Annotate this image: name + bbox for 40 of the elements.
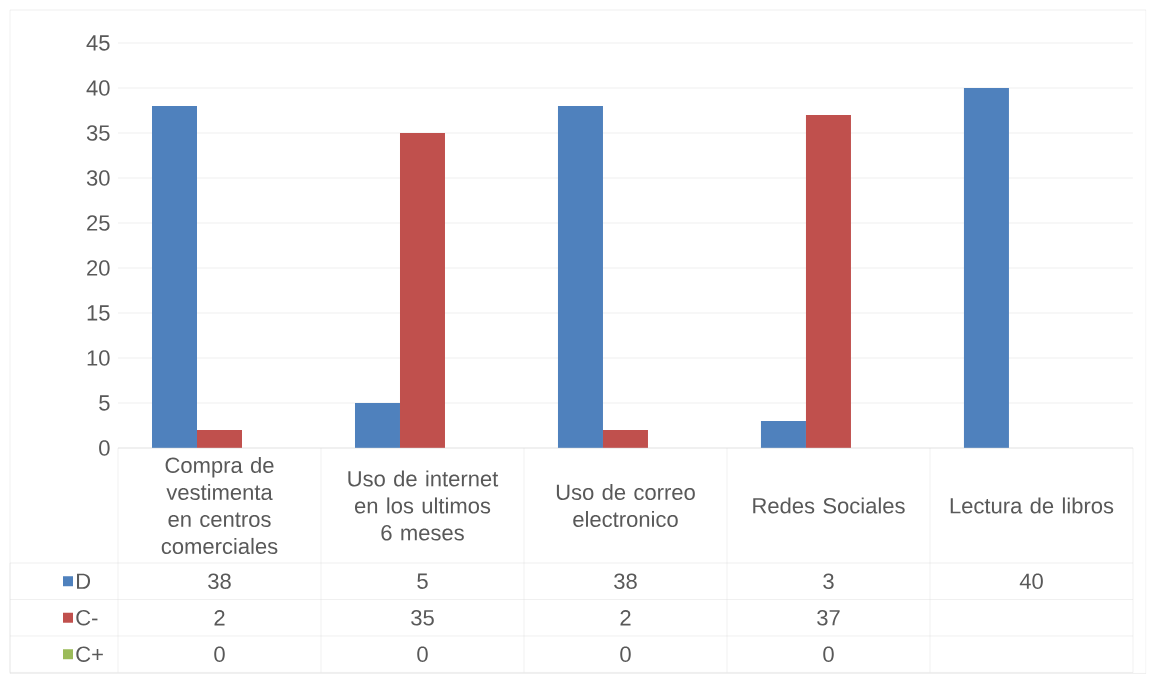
data-label: 0 bbox=[620, 646, 631, 663]
data-label: 5 bbox=[417, 573, 428, 589]
y-tick-label: 10 bbox=[87, 350, 110, 366]
data-label: 3 bbox=[823, 573, 834, 590]
y-tick-label: 35 bbox=[86, 125, 110, 141]
y-tick-label: 20 bbox=[87, 260, 110, 276]
data-label: 38 bbox=[614, 573, 637, 590]
x-tick-label: Compra de vestimenta en centros comerciales bbox=[161, 456, 278, 555]
legend-label: C- bbox=[76, 609, 98, 626]
y-tick-label: 0 bbox=[99, 440, 110, 456]
x-tick-label: Uso de correo electronico bbox=[556, 483, 695, 528]
data-label: 38 bbox=[208, 573, 231, 590]
bar bbox=[760, 420, 806, 448]
x-tick-label: Uso de internet en los ultimos 6 meses bbox=[348, 470, 499, 541]
bar bbox=[963, 87, 1009, 448]
y-tick-label: 25 bbox=[87, 215, 110, 231]
x-tick-label: Redes Sociales bbox=[753, 497, 905, 514]
y-tick-label: 15 bbox=[87, 305, 110, 321]
bar bbox=[354, 402, 400, 448]
data-label: 0 bbox=[214, 646, 225, 663]
bar bbox=[557, 105, 603, 448]
legend-label: D bbox=[77, 573, 91, 589]
y-tick-label: 45 bbox=[86, 35, 110, 51]
data-label: 0 bbox=[417, 646, 428, 663]
data-label: 37 bbox=[817, 609, 840, 626]
data-label: 0 bbox=[823, 646, 834, 663]
y-tick-label: 5 bbox=[99, 395, 110, 411]
data-label: 2 bbox=[620, 610, 631, 626]
bar bbox=[152, 105, 197, 448]
bar bbox=[399, 132, 445, 448]
bar bbox=[602, 429, 648, 448]
bar bbox=[805, 114, 851, 448]
bar bbox=[197, 429, 242, 448]
y-tick-label: 30 bbox=[86, 170, 110, 186]
y-tick-label: 40 bbox=[86, 80, 110, 96]
data-label: 40 bbox=[1019, 573, 1043, 590]
data-label: 2 bbox=[214, 610, 225, 626]
legend-label: C+ bbox=[76, 646, 103, 663]
data-label: 35 bbox=[411, 609, 434, 626]
x-tick-label: Lectura de libros bbox=[950, 497, 1114, 514]
